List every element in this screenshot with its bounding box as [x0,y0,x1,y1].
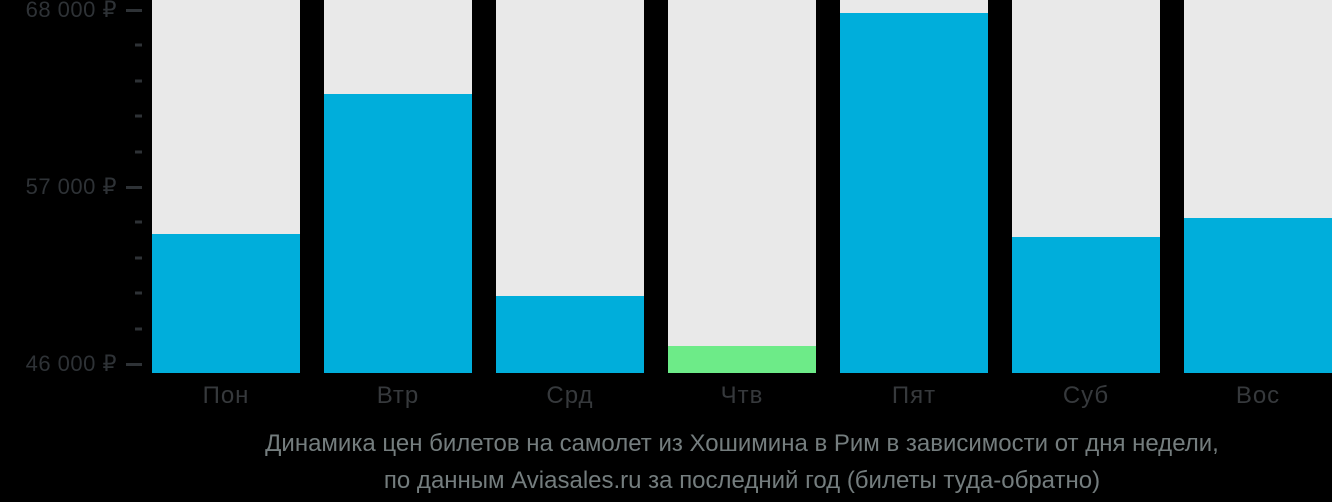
column-Пят [840,0,988,373]
y-axis-minor-tick [135,114,142,118]
y-axis-minor-tick [135,79,142,83]
y-axis-label: 57 000 ₽ [25,174,117,199]
x-axis-label-Вос: Вос [1235,382,1281,409]
plot-area [152,0,1332,373]
column-Срд [496,0,644,373]
column-Пон [152,0,300,373]
y-axis-minor-tick [135,220,142,224]
bar-Срд [496,296,644,373]
x-axis-label-Суб: Суб [1062,382,1110,409]
column-Чтв [668,0,816,373]
y-axis: 46 000 ₽ 57 000 ₽ 68 000 ₽ [0,0,152,376]
y-axis-minor-tick [135,327,142,331]
tick-mark [135,291,142,295]
tick-mark [135,327,142,331]
y-axis-major-tick: 68 000 ₽ [26,0,142,23]
x-axis-label-Втр: Втр [376,382,420,409]
tick-mark [135,114,142,118]
column-Вос [1184,0,1332,373]
x-axis-label-Пон: Пон [202,382,250,409]
tick-mark [135,150,142,154]
y-axis-minor-tick [135,291,142,295]
tick-mark [126,362,142,366]
y-axis-major-tick: 57 000 ₽ [26,174,142,200]
bar-Пон [152,233,300,373]
y-axis-minor-tick [135,43,142,47]
chart-area: 46 000 ₽ 57 000 ₽ 68 000 ₽ [0,0,1332,376]
bar-Вос [1184,217,1332,373]
x-axis-label-Пят: Пят [891,382,937,409]
tick-mark [126,185,142,189]
x-axis-label-Срд: Срд [546,382,594,409]
x-axis: Пон Втр Срд Чтв Пят Суб Вос [152,373,1332,410]
chart-title: Динамика цен билетов на самолет из Хошим… [265,430,1219,457]
bar-highlight-Чтв [668,346,816,373]
tick-mark [135,43,142,47]
chart-caption: Динамика цен билетов на самолет из Хошим… [152,425,1332,499]
tick-mark [135,220,142,224]
column-Суб [1012,0,1160,373]
y-axis-minor-tick [135,256,142,260]
column-Втр [324,0,472,373]
y-axis-major-tick: 46 000 ₽ [26,351,142,377]
y-axis-label: 46 000 ₽ [25,351,117,376]
tick-mark [135,256,142,260]
bar-Суб [1012,236,1160,373]
y-axis-minor-tick [135,150,142,154]
chart-subtitle: по данным Aviasales.ru за последний год … [383,467,1101,494]
y-axis-label: 68 000 ₽ [25,0,117,22]
tick-mark [126,8,142,12]
bar-Пят [840,13,988,373]
tick-mark [135,79,142,83]
x-axis-label-Чтв: Чтв [720,382,764,409]
bar-Втр [324,93,472,373]
